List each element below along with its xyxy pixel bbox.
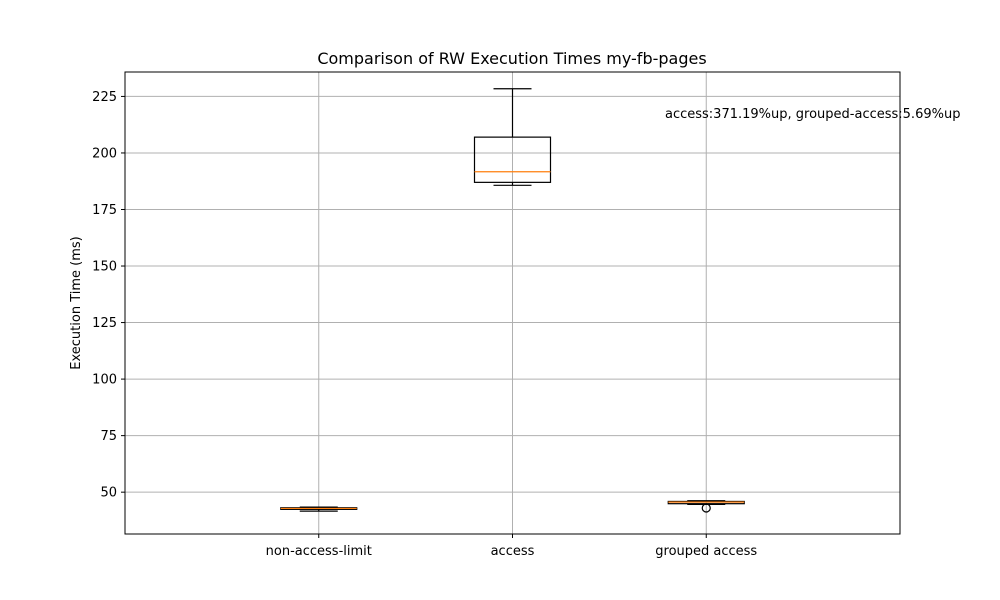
box-group — [280, 506, 358, 512]
y-tick-label: 150 — [92, 260, 117, 275]
x-tick-label: grouped access — [655, 544, 757, 559]
y-tick-label: 75 — [100, 429, 117, 444]
box-group — [473, 88, 552, 186]
outlier-point — [701, 503, 711, 513]
y-tick-label: 50 — [100, 486, 117, 501]
box-group — [667, 500, 745, 513]
iqr-box — [473, 136, 552, 183]
x-tick-label: access — [491, 544, 535, 559]
y-tick-label: 100 — [92, 373, 117, 388]
y-tick-label: 225 — [92, 90, 117, 105]
y-axis-title: Execution Time (ms) — [69, 236, 84, 369]
axis-layer: 50 75 100 125 150 175 200 225 non-access-limit ac… — [92, 71, 901, 559]
percent-change-annotation: access:371.19%up, grouped-access:5.69%up — [665, 107, 960, 122]
box-layer — [280, 88, 745, 513]
y-tick-label: 175 — [92, 203, 117, 218]
grid-layer — [125, 72, 900, 534]
x-tick-label: non-access-limit — [266, 544, 372, 559]
chart-title: Comparison of RW Execution Times my-fb-p… — [317, 49, 706, 68]
y-tick-label: 200 — [92, 146, 117, 161]
y-tick-label: 125 — [92, 316, 117, 331]
